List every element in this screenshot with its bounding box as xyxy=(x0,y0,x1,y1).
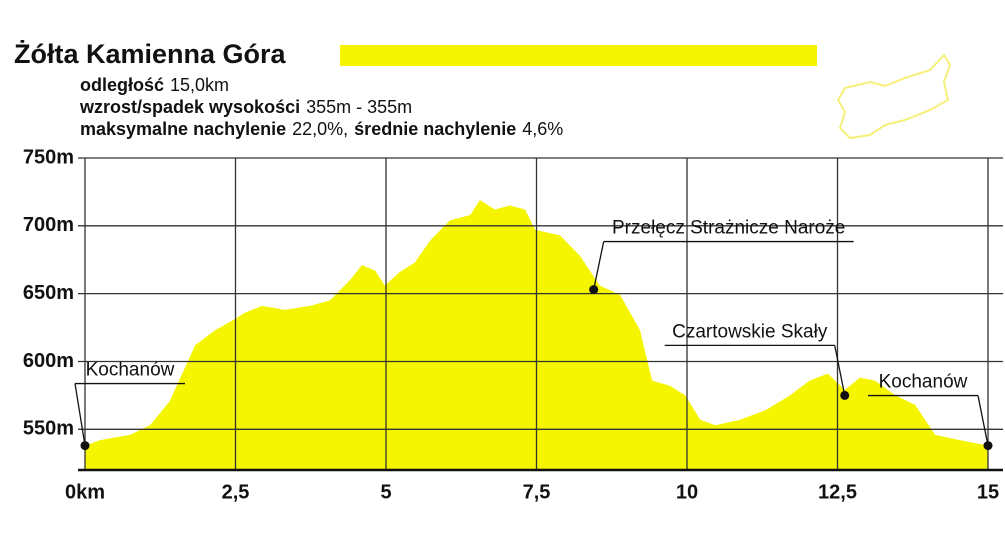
stat-value: 4,6% xyxy=(522,119,563,139)
waypoint-marker xyxy=(983,441,993,451)
route-map xyxy=(836,53,952,140)
x-tick-label: 2,5 xyxy=(222,481,250,503)
waypoint-label: Kochanów xyxy=(879,372,968,393)
leader-line xyxy=(977,395,989,446)
waypoint-marker xyxy=(840,390,850,400)
x-tick-label: 10 xyxy=(676,481,698,503)
stat-value: 15,0km xyxy=(170,75,229,95)
stat-value: 22,0%, xyxy=(292,119,348,139)
stat-label: średnie nachylenie xyxy=(354,119,516,139)
waypoint-label: Kochanów xyxy=(86,360,175,381)
waypoint-label: Czartowskie Skały xyxy=(672,321,828,342)
waypoint-marker xyxy=(589,285,599,295)
leader-line xyxy=(593,241,605,290)
plot: Kochanów Przełęcz Strażnicze Naroże Czarto… xyxy=(74,157,1003,472)
leader-line xyxy=(74,383,86,446)
y-tick-label: 750m xyxy=(23,146,74,168)
grid: 550m 600m 650m 700m 750m 0km 2,5 5 7,5 10 12,5 15 xyxy=(23,146,999,503)
waypoint-label: Przełęcz Strażnicze Naroże xyxy=(612,218,845,239)
y-tick-label: 700m xyxy=(23,214,74,236)
x-tick-label: 5 xyxy=(380,481,391,503)
stat-label: wzrost/spadek wysokości xyxy=(79,97,300,117)
stat-line: wzrost/spadek wysokości 355m - 355m xyxy=(79,97,412,117)
stat-value: 355m - 355m xyxy=(306,97,412,117)
y-tick-label: 550m xyxy=(23,418,74,440)
stat-label: maksymalne nachylenie xyxy=(80,119,286,139)
x-tick-label: 7,5 xyxy=(523,481,551,503)
x-tick-label: 15 xyxy=(977,481,999,503)
x-tick-label: 0km xyxy=(65,481,105,503)
y-tick-label: 600m xyxy=(23,350,74,372)
stat-line: maksymalne nachylenie 22,0%, średnie nachy… xyxy=(80,119,563,139)
leader-line xyxy=(834,345,846,396)
stat-line: odległość 15,0km xyxy=(80,75,229,95)
chart-title: Żółta Kamienna Góra xyxy=(14,39,287,69)
title-bar xyxy=(340,45,817,66)
waypoint-marker xyxy=(80,441,90,451)
y-tick-label: 650m xyxy=(23,282,74,304)
stat-label: odległość xyxy=(80,75,164,95)
x-tick-label: 12,5 xyxy=(818,481,857,503)
